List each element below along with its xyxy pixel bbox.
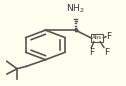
Text: F: F <box>104 48 109 57</box>
Bar <box>91 34 103 42</box>
Text: F: F <box>106 32 112 41</box>
Text: Abs: Abs <box>92 35 102 40</box>
Text: NH$_2$: NH$_2$ <box>66 2 85 15</box>
Text: F: F <box>89 48 94 57</box>
